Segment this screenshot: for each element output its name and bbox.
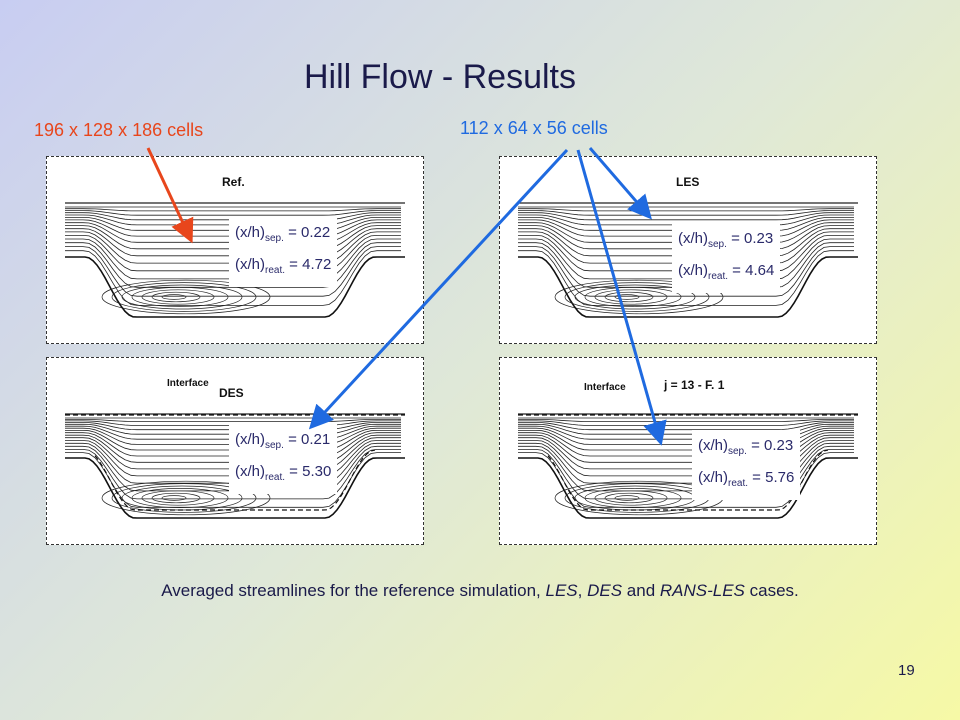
figure-caption: Averaged streamlines for the reference s… (161, 581, 799, 600)
page-number: 19 (898, 662, 915, 679)
reat-value-les: (x/h)reat. = 4.64 (678, 262, 775, 282)
interface-line-lower (94, 449, 376, 511)
sep-value-les: (x/h)sep. = 0.23 (678, 230, 774, 250)
reat-value-ref: (x/h)reat. = 4.72 (235, 256, 332, 276)
panel-label-des: DES (219, 386, 244, 400)
coarse-grid-label: 112 x 64 x 56 cells (460, 118, 608, 138)
panel-des: Interface DES (x/h)sep. = 0.21 (x/h)reat… (46, 357, 424, 545)
panel-les: LES (x/h)sep. = 0.23 (x/h)reat. = 4.64 (499, 156, 877, 344)
reat-value-rans-les: (x/h)reat. = 5.76 (698, 469, 795, 489)
interface-label-des: Interface (167, 378, 209, 389)
slide-title: Hill Flow - Results (303, 58, 577, 96)
hill-wall (518, 256, 858, 318)
sep-value-des: (x/h)sep. = 0.21 (235, 431, 331, 451)
panel-label-ref: Ref. (222, 175, 245, 189)
hill-wall (518, 457, 858, 519)
streamlines (518, 413, 858, 519)
hill-wall (65, 457, 405, 519)
fine-grid-label: 196 x 128 x 186 cells (34, 120, 204, 140)
reat-value-des: (x/h)reat. = 5.30 (235, 463, 332, 483)
interface-label-rans-les: Interface (584, 382, 626, 393)
streamline-plot-rans-les (518, 413, 858, 519)
results-box-ref: (x/h)sep. = 0.22 (x/h)reat. = 4.72 (229, 217, 338, 287)
sep-value-ref: (x/h)sep. = 0.22 (235, 224, 331, 244)
results-box-des: (x/h)sep. = 0.21 (x/h)reat. = 5.30 (229, 424, 338, 494)
panel-ref: Ref. (x/h)sep. = 0.22 (x/h)reat. = 4.72 (46, 156, 424, 344)
panel-label-rans-les: j = 13 - F. 1 (664, 378, 725, 392)
interface-line-lower (547, 449, 829, 511)
panel-label-les: LES (676, 175, 700, 189)
sep-value-rans-les: (x/h)sep. = 0.23 (698, 437, 794, 457)
results-box-rans-les: (x/h)sep. = 0.23 (x/h)reat. = 5.76 (692, 430, 801, 500)
results-box-les: (x/h)sep. = 0.23 (x/h)reat. = 4.64 (672, 223, 781, 293)
panel-rans-les: Interface j = 13 - F. 1 (x/h)sep. = 0.23… (499, 357, 877, 545)
